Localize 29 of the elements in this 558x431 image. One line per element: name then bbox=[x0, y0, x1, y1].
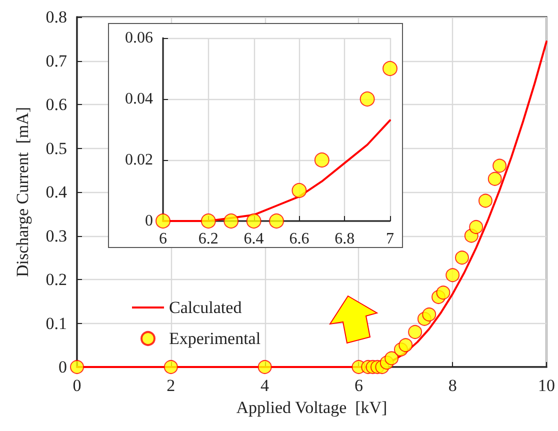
y-tick-label: 0.4 bbox=[46, 182, 68, 202]
x-tick-label: 10 bbox=[538, 376, 555, 395]
x-tick-label: 7 bbox=[386, 230, 394, 248]
y-tick-label: 0 bbox=[58, 358, 67, 376]
y-tick-label: 0.02 bbox=[125, 152, 153, 168]
legend-label: Experimental bbox=[169, 329, 261, 348]
y-tick-label: 0.5 bbox=[46, 138, 67, 158]
y-tick-label: 0.06 bbox=[125, 30, 153, 46]
x-tick-label: 4 bbox=[260, 376, 270, 395]
y-tick-label: 0.04 bbox=[125, 90, 153, 108]
y-tick-label: 0 bbox=[145, 212, 153, 230]
x-axis-title: Applied Voltage [kV] bbox=[236, 398, 388, 417]
x-tick-label: 6.2 bbox=[198, 230, 218, 248]
x-tick-label: 6.4 bbox=[244, 230, 264, 248]
x-tick-label: 2 bbox=[166, 376, 176, 395]
y-tick-label: 0.7 bbox=[46, 51, 68, 70]
y-tick-label: 0.6 bbox=[46, 95, 67, 114]
x-tick-label: 6.6 bbox=[289, 230, 310, 248]
y-tick-label: 0.1 bbox=[46, 314, 67, 333]
x-tick-label: 8 bbox=[448, 376, 457, 395]
y-tick-label: 0.8 bbox=[46, 8, 67, 26]
y-axis-title: Discharge Current [mA] bbox=[13, 106, 32, 278]
x-tick-label: 6 bbox=[159, 230, 167, 248]
x-tick-label: 6.8 bbox=[334, 230, 355, 248]
x-tick-label: 6 bbox=[354, 376, 363, 395]
y-tick-label: 0.2 bbox=[46, 270, 67, 289]
legend-label: Calculated bbox=[169, 298, 242, 317]
y-tick-label: 0.3 bbox=[46, 226, 67, 246]
x-tick-label: 0 bbox=[72, 376, 82, 395]
